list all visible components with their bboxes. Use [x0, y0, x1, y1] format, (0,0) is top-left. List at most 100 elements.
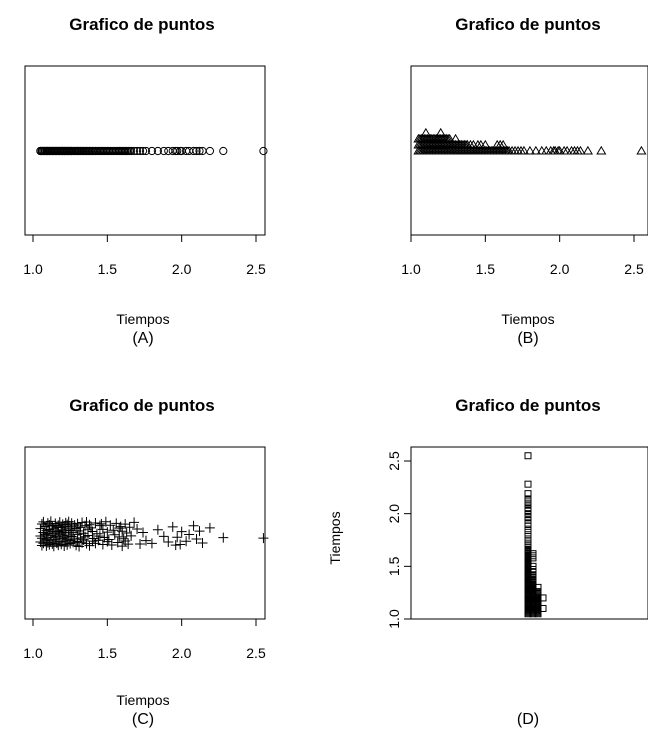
data-point-plus: [93, 535, 104, 546]
data-point-circle: [192, 146, 201, 156]
data-point-triangle: [575, 145, 586, 155]
panel-b-marks: [413, 127, 647, 155]
y-tick-label: 1.0: [386, 609, 402, 629]
panel-a-marks: [36, 146, 268, 156]
data-point-triangle: [480, 139, 491, 149]
x-tick-label: 2.5: [246, 261, 266, 277]
data-point-plus: [170, 540, 181, 551]
data-point-plus: [62, 519, 73, 530]
data-point-triangle: [530, 145, 541, 155]
data-point-square: [524, 531, 532, 539]
panel-a-title: Grafico de puntos: [69, 15, 214, 34]
data-point-plus: [109, 529, 120, 540]
data-point-plus: [108, 525, 119, 536]
data-point-plus: [117, 541, 128, 552]
data-point-plus: [204, 522, 215, 533]
panel-c-caption: (C): [132, 711, 154, 728]
data-point-circle: [147, 146, 157, 156]
data-point-square: [524, 537, 532, 545]
data-point-plus: [94, 531, 105, 542]
data-point-plus: [97, 539, 108, 550]
data-point-plus: [176, 526, 187, 537]
x-tick-label: 2.5: [246, 645, 266, 661]
data-point-plus: [126, 530, 137, 541]
data-point-plus: [115, 521, 126, 532]
data-point-plus: [38, 516, 49, 527]
data-point-plus: [138, 527, 149, 538]
data-point-triangle: [582, 145, 593, 155]
panel-b-x-label: Tiempos: [501, 311, 554, 327]
panel-a: Grafico de puntos 1.0 1.5 2.0 2.5 Tiempos (…: [23, 15, 268, 347]
data-point-plus: [123, 539, 134, 550]
data-point-plus: [117, 526, 128, 537]
x-tick-label: 2.0: [172, 261, 192, 277]
data-point-plus: [152, 524, 163, 535]
data-point-plus: [36, 518, 47, 529]
data-point-plus: [96, 518, 107, 529]
data-point-plus: [88, 533, 99, 544]
data-point-circle: [205, 146, 215, 156]
data-point-plus: [258, 533, 269, 544]
panel-b-x-axis: 1.0 1.5 2.0 2.5: [401, 234, 644, 277]
data-point-triangle: [636, 145, 647, 155]
data-point-triangle: [435, 127, 446, 137]
x-tick-label: 2.5: [624, 261, 644, 277]
data-point-square: [524, 535, 532, 543]
data-point-plus: [56, 539, 67, 550]
data-point-plus: [181, 536, 192, 547]
data-point-circle: [259, 146, 268, 156]
panel-c-marks: [35, 516, 269, 552]
data-point-plus: [83, 530, 94, 541]
data-point-triangle: [444, 133, 455, 143]
data-point-circle: [127, 146, 136, 156]
data-point-square: [524, 527, 532, 535]
data-point-plus: [140, 535, 151, 546]
y-tick-label: 2.5: [386, 451, 402, 471]
data-point-circle: [135, 146, 145, 156]
data-point-circle: [129, 146, 139, 156]
data-point-plus: [87, 536, 98, 547]
data-point-circle: [132, 146, 142, 156]
data-point-plus: [158, 531, 169, 542]
panel-d-caption: (D): [517, 711, 539, 728]
panel-c-x-axis: 1.0 1.5 2.0 2.5: [23, 618, 266, 661]
data-point-circle: [153, 146, 162, 156]
panel-c-title: Grafico de puntos: [69, 396, 214, 415]
data-point-plus: [194, 526, 205, 537]
data-point-plus: [167, 521, 178, 532]
data-point-plus: [87, 526, 98, 537]
data-point-triangle: [420, 127, 431, 137]
data-point-plus: [114, 531, 125, 542]
data-point-circle: [195, 146, 204, 156]
data-point-plus: [146, 538, 157, 549]
panel-d-marks: [524, 452, 547, 618]
data-point-circle: [138, 146, 148, 156]
data-point-triangle: [498, 139, 509, 149]
x-tick-label: 1.0: [23, 645, 43, 661]
panel-d: Grafico de puntos 1.0 1.5 2.0 2.5 Tiempos (…: [327, 396, 648, 728]
x-tick-label: 1.5: [98, 645, 118, 661]
x-tick-label: 1.0: [401, 261, 421, 277]
data-point-plus: [45, 516, 56, 527]
data-point-plus: [124, 522, 135, 533]
data-point-plus: [106, 540, 117, 551]
data-point-plus: [84, 540, 95, 551]
data-point-plus: [188, 520, 199, 531]
data-point-plus: [197, 537, 208, 548]
data-point-plus: [90, 517, 101, 528]
panel-b: Grafico de puntos 1.0 1.5 2.0 2.5 Tiempos (…: [401, 15, 648, 347]
data-point-square: [524, 490, 532, 498]
data-point-plus: [175, 539, 186, 550]
data-point-square: [524, 539, 532, 547]
panel-c: Grafico de puntos 1.0 1.5 2.0 2.5 Tiempos (…: [23, 396, 269, 728]
data-point-plus: [75, 522, 86, 533]
data-point-square: [524, 452, 532, 460]
data-point-square: [524, 480, 532, 488]
data-point-plus: [218, 532, 229, 543]
data-point-plus: [132, 524, 143, 535]
y-tick-label: 2.0: [386, 504, 402, 524]
data-point-plus: [129, 517, 140, 528]
panel-a-caption: (A): [132, 330, 153, 347]
x-tick-label: 1.5: [98, 261, 118, 277]
